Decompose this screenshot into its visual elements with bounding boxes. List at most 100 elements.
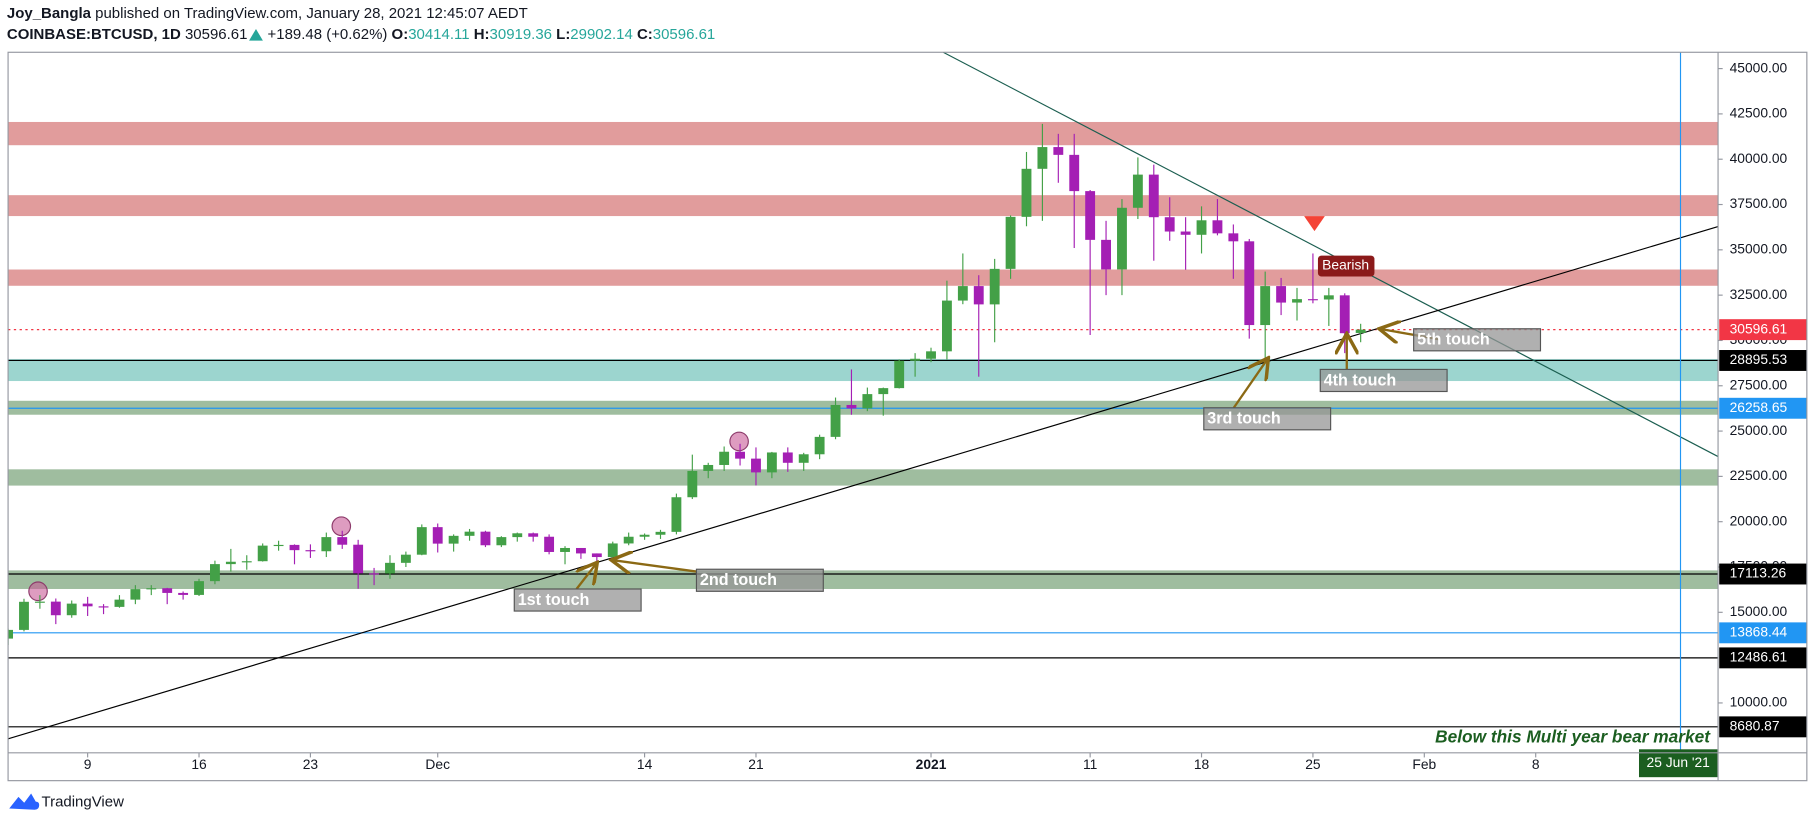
ohlc-label: H: — [474, 26, 490, 43]
candle-body — [1244, 241, 1255, 326]
zone — [8, 121, 1719, 146]
candle-body — [703, 464, 714, 471]
touch-label: 3rd touch — [1207, 410, 1280, 428]
marker — [729, 431, 749, 452]
y-tick-label: 35000.00 — [1730, 240, 1788, 256]
candle-body — [719, 451, 730, 465]
level-label-box — [1719, 622, 1807, 644]
header-line-2b: +189.48 (+0.62%) O:30414.11 H:30919.36 L… — [268, 26, 716, 43]
level-label: 12486.61 — [1730, 649, 1788, 665]
candle-body — [432, 527, 443, 544]
candle-body — [321, 537, 332, 552]
touch-box — [1413, 328, 1542, 352]
ohlc-value: 30919.36 — [490, 26, 552, 43]
level-label-box — [1719, 563, 1807, 585]
y-tick-label: 10000.00 — [1730, 694, 1788, 710]
candle-body — [1085, 191, 1096, 240]
candle-body — [257, 545, 268, 562]
candle-body — [1323, 295, 1334, 300]
candle-body — [1228, 233, 1239, 242]
candle-body — [607, 543, 618, 558]
header-line-1: Joy_Bangla published on TradingView.com,… — [7, 5, 528, 22]
candle-body — [178, 592, 189, 595]
x-tick-label: 11 — [1083, 756, 1098, 772]
candle-body — [926, 351, 936, 359]
candle-body — [1053, 147, 1064, 155]
published: published on TradingView.com, January 28… — [95, 5, 528, 22]
y-tick-label: 22500.00 — [1730, 467, 1788, 483]
arrow — [1232, 358, 1269, 409]
level-label: 17113.26 — [1730, 565, 1787, 581]
candle-body — [655, 531, 666, 535]
candle-body — [241, 561, 252, 563]
ohlc-label: C: — [637, 26, 653, 43]
touch-label: 2nd touch — [700, 571, 777, 589]
bearish-box — [1317, 255, 1375, 277]
candle-body — [1355, 329, 1366, 333]
candle-body — [560, 547, 570, 552]
candle-body — [1212, 220, 1223, 234]
candle-body — [751, 458, 761, 473]
candle-body — [1037, 147, 1048, 169]
candle-body — [639, 534, 650, 537]
candle-body — [369, 573, 379, 575]
candle-body — [575, 547, 586, 554]
candle-body — [34, 601, 45, 603]
x-tick-label: Dec — [425, 756, 450, 772]
y-tick-label: 27500.00 — [1730, 376, 1788, 392]
candle-body — [416, 527, 427, 555]
vertical-line-label-box — [1638, 749, 1718, 778]
candle-body — [114, 599, 125, 607]
ohlc-value: 30596.61 — [653, 26, 715, 43]
candle-body — [19, 601, 29, 630]
candle-body — [1005, 216, 1016, 269]
x-tick-label: 8 — [1532, 756, 1540, 772]
y-tick-label: 32500.00 — [1730, 286, 1788, 302]
ohlc-value: 29902.14 — [570, 26, 632, 43]
candle-body — [989, 268, 1000, 305]
candle-body — [400, 554, 411, 563]
candle-body — [973, 286, 984, 305]
candle-body — [846, 404, 857, 409]
brand-logo: TradingView — [9, 793, 125, 811]
candle-body — [544, 536, 555, 552]
candle-body — [1339, 295, 1350, 334]
y-tick-label: 15000.00 — [1730, 603, 1788, 619]
candle-body — [782, 452, 793, 463]
candle-body — [98, 606, 109, 608]
candle-body — [878, 388, 889, 395]
trend-line — [942, 52, 1719, 458]
candle-body — [130, 589, 141, 600]
y-tick-label: 40000.00 — [1730, 150, 1788, 166]
touch-box — [695, 568, 824, 592]
zone — [8, 269, 1719, 286]
candle-body — [862, 394, 873, 409]
candle-body — [1292, 299, 1302, 303]
candle-body — [66, 603, 77, 616]
x-tick-label: 14 — [637, 756, 653, 772]
touch-box — [513, 588, 642, 612]
candle-body — [146, 588, 157, 590]
candle-body — [1260, 286, 1271, 326]
brand-name: TradingView — [42, 794, 125, 811]
candle-body — [496, 537, 507, 546]
candle-body — [766, 452, 777, 473]
last-price: 30596.61 — [185, 26, 247, 43]
last-price-box — [1719, 319, 1807, 341]
marker — [331, 516, 352, 537]
brand-icon — [9, 793, 40, 810]
candle-body — [1180, 231, 1191, 235]
y-tick-label: 20000.00 — [1730, 512, 1788, 528]
level-label: 8680.87 — [1730, 717, 1780, 733]
candle-body — [353, 544, 364, 574]
x-tick-label: 25 — [1305, 756, 1321, 772]
candle-body — [385, 562, 395, 574]
candle-body — [210, 564, 220, 582]
touch-box — [1319, 368, 1448, 393]
x-tick-label: 18 — [1194, 756, 1210, 772]
candle-body — [687, 470, 698, 498]
arrow — [611, 560, 697, 572]
candle-body — [591, 553, 602, 558]
candle-body — [305, 550, 316, 552]
